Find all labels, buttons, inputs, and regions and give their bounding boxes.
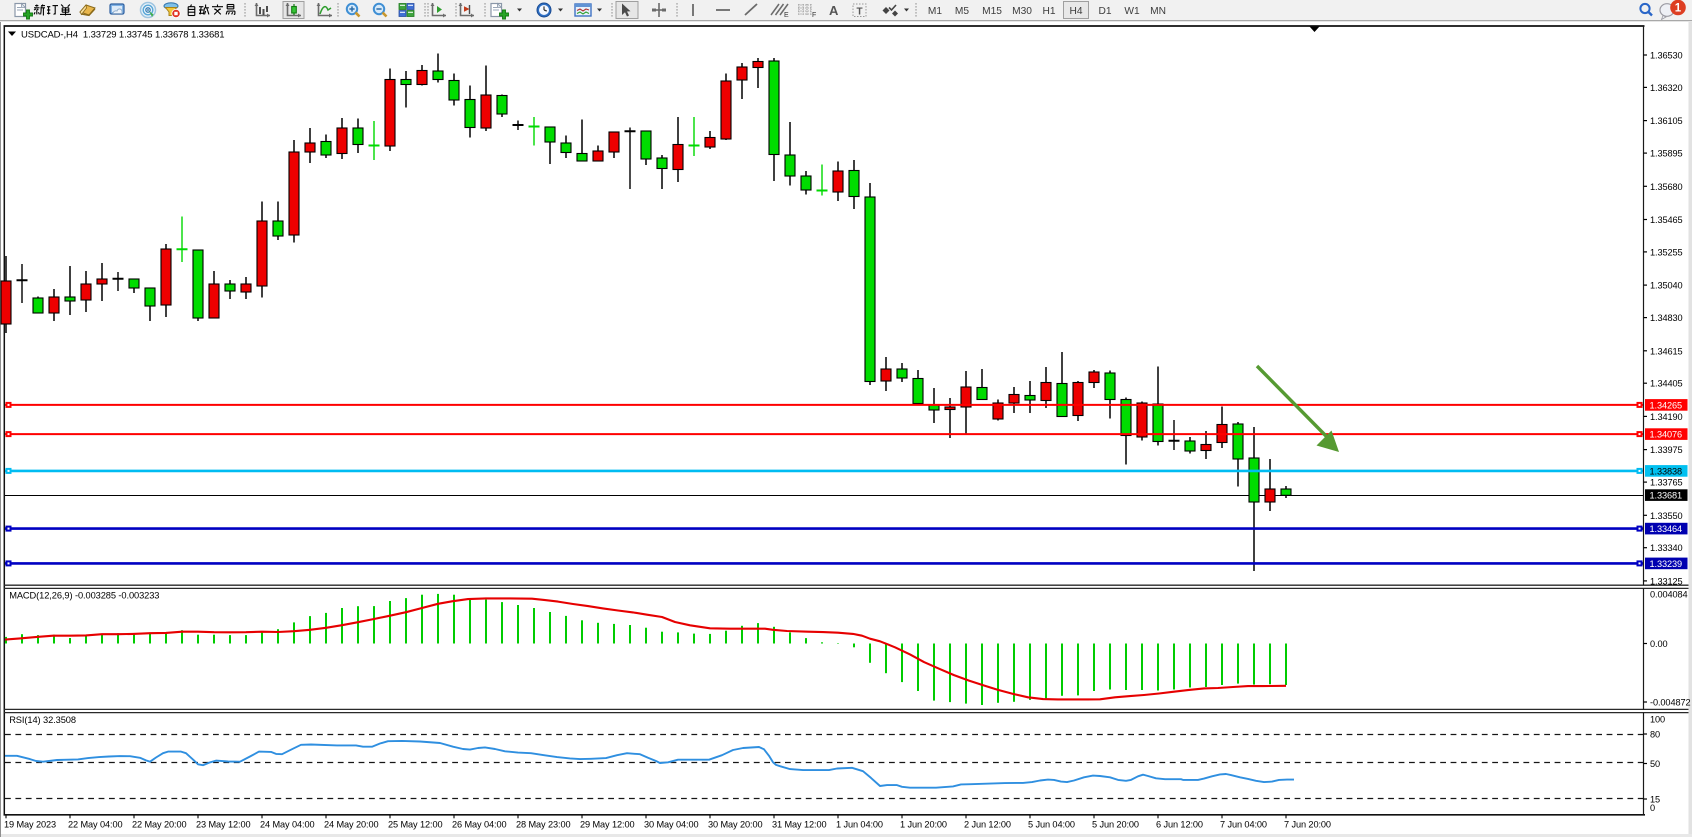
svg-text:0: 0 (1650, 803, 1655, 813)
svg-text:0.00: 0.00 (1650, 639, 1667, 649)
svg-text:1.33239: 1.33239 (1650, 559, 1683, 569)
svg-text:1.36530: 1.36530 (1650, 51, 1683, 61)
svg-text:M15: M15 (982, 6, 1002, 17)
svg-text:7 Jun 20:00: 7 Jun 20:00 (1284, 820, 1331, 830)
svg-text:1.34190: 1.34190 (1650, 412, 1683, 422)
svg-text:22 May 20:00: 22 May 20:00 (132, 820, 186, 830)
svg-text:1.33838: 1.33838 (1650, 466, 1683, 476)
svg-text:1.36105: 1.36105 (1650, 116, 1683, 126)
svg-text:W1: W1 (1124, 6, 1140, 17)
svg-text:50: 50 (1650, 759, 1660, 769)
svg-text:26 May 04:00: 26 May 04:00 (452, 820, 506, 830)
svg-text:19 May 2023: 19 May 2023 (4, 820, 56, 830)
svg-text:M30: M30 (1012, 6, 1032, 17)
svg-text:1.34615: 1.34615 (1650, 346, 1683, 356)
svg-text:1.34265: 1.34265 (1650, 400, 1683, 410)
svg-text:1.35255: 1.35255 (1650, 247, 1683, 257)
svg-text:30 May 04:00: 30 May 04:00 (644, 820, 698, 830)
svg-text:5 Jun 20:00: 5 Jun 20:00 (1092, 820, 1139, 830)
svg-text:7 Jun 04:00: 7 Jun 04:00 (1220, 820, 1267, 830)
svg-text:1.34076: 1.34076 (1650, 430, 1683, 440)
svg-text:1.35040: 1.35040 (1650, 281, 1683, 291)
svg-text:1.33550: 1.33550 (1650, 511, 1683, 521)
svg-text:15: 15 (1650, 795, 1660, 805)
svg-text:1.33975: 1.33975 (1650, 445, 1683, 455)
svg-text:M5: M5 (955, 6, 969, 17)
svg-text:23 May 12:00: 23 May 12:00 (196, 820, 250, 830)
svg-text:6 Jun 12:00: 6 Jun 12:00 (1156, 820, 1203, 830)
svg-text:2 Jun 12:00: 2 Jun 12:00 (964, 820, 1011, 830)
svg-text:A: A (829, 3, 839, 18)
svg-text:D1: D1 (1098, 6, 1111, 17)
svg-text:1.36320: 1.36320 (1650, 83, 1683, 93)
svg-text:1.33681: 1.33681 (1650, 491, 1683, 501)
svg-text:24 May 20:00: 24 May 20:00 (324, 820, 378, 830)
svg-text:1.33464: 1.33464 (1650, 524, 1683, 534)
svg-text:1.35465: 1.35465 (1650, 215, 1683, 225)
svg-text:T: T (857, 7, 863, 18)
svg-text:1.35680: 1.35680 (1650, 182, 1683, 192)
svg-text:1 Jun 04:00: 1 Jun 04:00 (836, 820, 883, 830)
svg-text:1.33765: 1.33765 (1650, 478, 1683, 488)
svg-text:USDCAD-,H4 1.33729 1.33745 1.: USDCAD-,H4 1.33729 1.33745 1.33678 1.336… (21, 30, 224, 41)
svg-text:-0.004872: -0.004872 (1650, 698, 1690, 708)
svg-text:F: F (812, 12, 816, 19)
svg-text:MN: MN (1150, 6, 1166, 17)
svg-text:1.35895: 1.35895 (1650, 149, 1683, 159)
svg-text:E: E (784, 12, 789, 19)
svg-text:25 May 12:00: 25 May 12:00 (388, 820, 442, 830)
svg-text:1: 1 (1675, 3, 1682, 15)
svg-text:31 May 12:00: 31 May 12:00 (772, 820, 826, 830)
svg-text:100: 100 (1650, 715, 1665, 725)
svg-text:5 Jun 04:00: 5 Jun 04:00 (1028, 820, 1075, 830)
svg-text:29 May 12:00: 29 May 12:00 (580, 820, 634, 830)
svg-text:M1: M1 (928, 6, 942, 17)
svg-text:30 May 20:00: 30 May 20:00 (708, 820, 762, 830)
svg-text:MACD(12,26,9) -0.003285 -0.003: MACD(12,26,9) -0.003285 -0.003233 (9, 590, 159, 600)
svg-text:80: 80 (1650, 730, 1660, 740)
svg-text:1 Jun 20:00: 1 Jun 20:00 (900, 820, 947, 830)
svg-text:24 May 04:00: 24 May 04:00 (260, 820, 314, 830)
svg-text:0.004084: 0.004084 (1650, 590, 1688, 600)
svg-text:1.34830: 1.34830 (1650, 313, 1683, 323)
svg-text:1.33125: 1.33125 (1650, 576, 1683, 586)
svg-text:28 May 23:00: 28 May 23:00 (516, 820, 570, 830)
svg-text:22 May 04:00: 22 May 04:00 (68, 820, 122, 830)
svg-text:1.33340: 1.33340 (1650, 543, 1683, 553)
svg-text:H1: H1 (1042, 6, 1055, 17)
svg-text:H4: H4 (1069, 6, 1082, 17)
svg-text:1.34405: 1.34405 (1650, 379, 1683, 389)
svg-text:RSI(14) 32.3508: RSI(14) 32.3508 (9, 715, 76, 725)
